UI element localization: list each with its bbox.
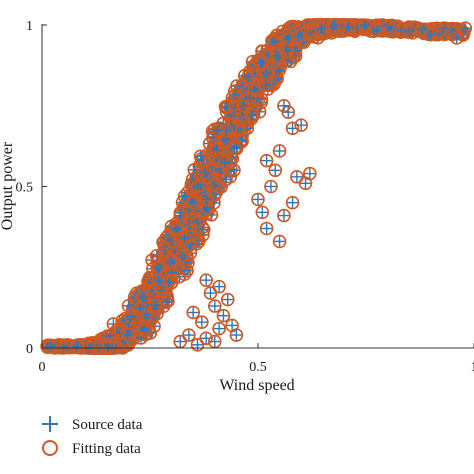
fitting-marker [230, 139, 244, 154]
points-layer [40, 18, 473, 355]
fitting-marker [180, 263, 194, 278]
data-point [228, 88, 243, 102]
data-point [180, 263, 194, 278]
